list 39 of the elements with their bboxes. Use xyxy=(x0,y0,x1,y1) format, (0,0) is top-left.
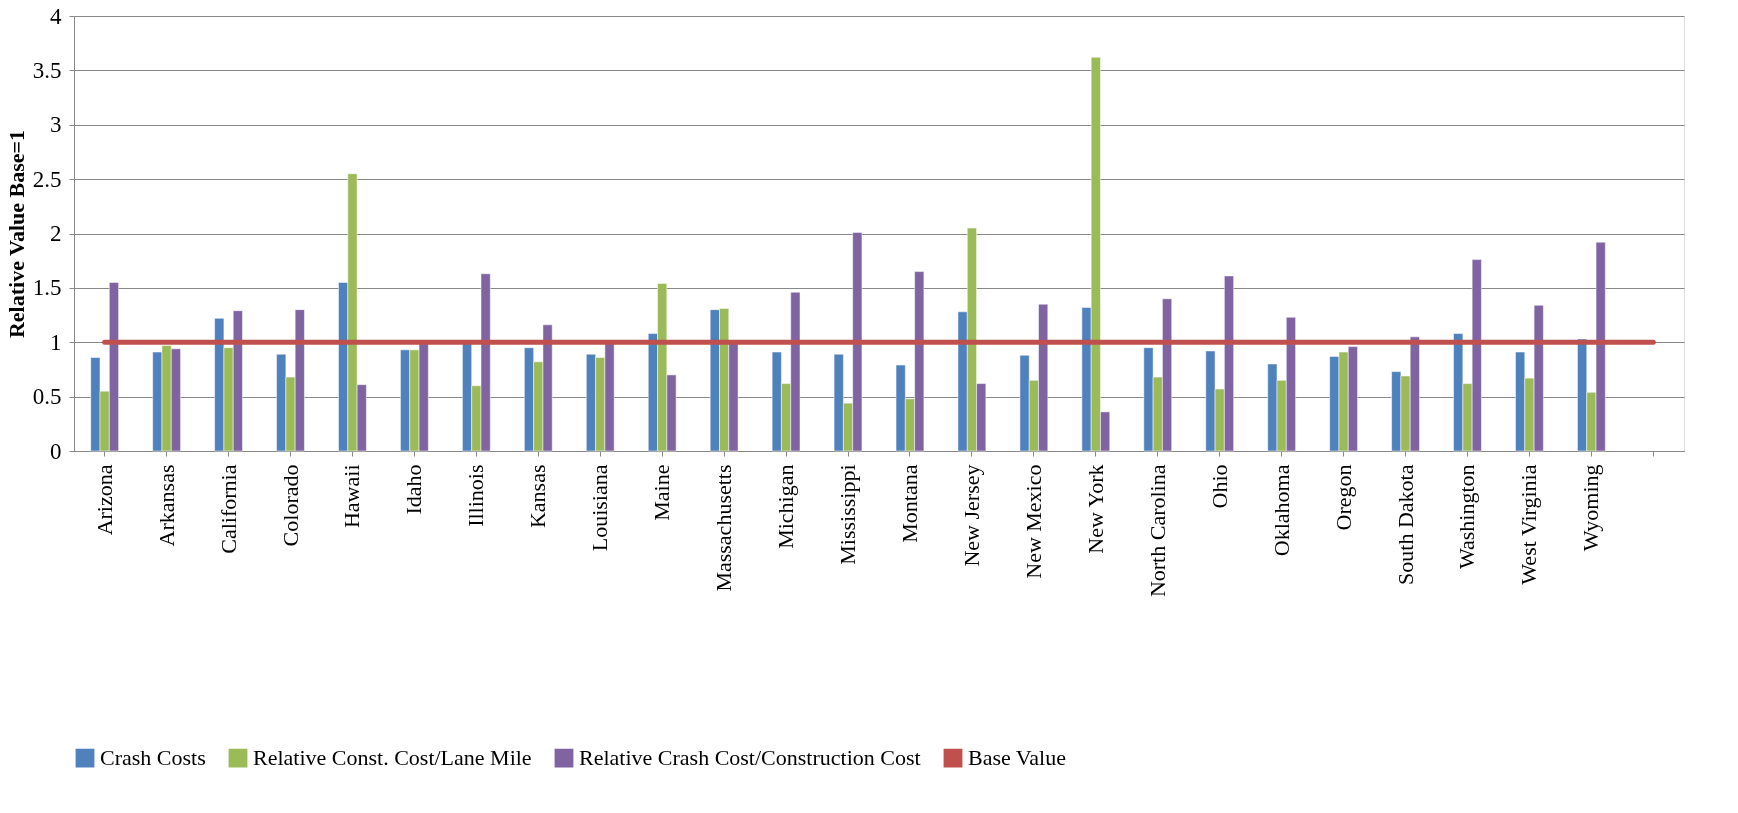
x-tick-label: Louisiana xyxy=(587,464,613,552)
y-tick-label: 0.5 xyxy=(32,384,62,410)
y-tick-label: 2 xyxy=(50,221,62,246)
x-tick-label: California xyxy=(215,464,241,554)
x-tick-label: Arizona xyxy=(91,464,117,536)
x-tick-label: Mississippi xyxy=(835,464,861,565)
x-tick-label: South Dakota xyxy=(1392,464,1418,585)
x-tick-label: West Virginia xyxy=(1516,464,1542,585)
x-tick-label: New Jersey xyxy=(958,464,984,567)
x-tick-label: Illinois xyxy=(463,464,489,527)
x-tick-label: Idaho xyxy=(401,464,427,515)
y-tick-label: 0 xyxy=(50,438,62,464)
x-tick-label: Ohio xyxy=(1206,464,1232,509)
x-tick-label: Montana xyxy=(896,464,922,543)
x-tick-label: Colorado xyxy=(277,464,303,547)
x-tick-label: Wyoming xyxy=(1578,464,1604,552)
x-tick-label: Massachusetts xyxy=(711,464,737,592)
x-tick-label: Oregon xyxy=(1330,464,1356,531)
y-tick-label: 3.5 xyxy=(32,57,62,83)
y-axis-title: Relative Value Base=1 xyxy=(3,129,29,339)
x-tick-label: New Mexico xyxy=(1020,464,1046,579)
x-tick-label: North Carolina xyxy=(1144,464,1170,598)
x-tick-label: Michigan xyxy=(773,464,799,549)
y-tick-label: 4 xyxy=(50,3,62,29)
y-tick-label: 1 xyxy=(50,329,62,355)
x-tick-label: Kansas xyxy=(525,464,551,529)
x-tick-label: New York xyxy=(1082,464,1108,554)
legend-label: Relative Const. Cost/Lane Mile xyxy=(253,745,532,771)
x-tick-label: Oklahoma xyxy=(1268,464,1294,557)
x-tick-label: Arkansas xyxy=(153,464,179,547)
y-tick-label: 3 xyxy=(50,112,62,138)
y-tick-label: 1.5 xyxy=(32,275,62,301)
legend-label: Base Value xyxy=(968,745,1066,771)
x-tick-label: Maine xyxy=(649,464,675,521)
legend-label: Crash Costs xyxy=(100,745,206,771)
y-tick-label: 2.5 xyxy=(32,166,62,192)
x-tick-label: Hawaii xyxy=(339,464,365,529)
x-tick-label: Washington xyxy=(1454,464,1480,570)
legend-label: Relative Crash Cost/Construction Cost xyxy=(579,745,921,771)
